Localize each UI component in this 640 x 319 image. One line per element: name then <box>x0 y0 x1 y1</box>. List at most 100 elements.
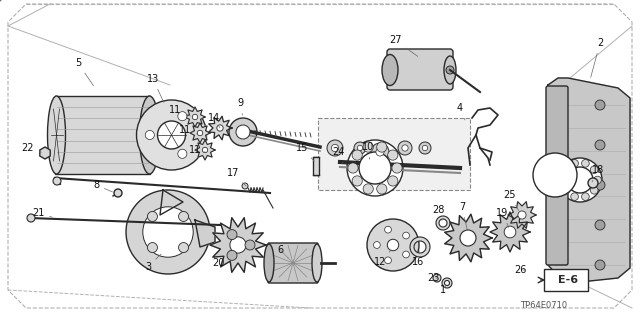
Circle shape <box>433 274 441 282</box>
Circle shape <box>460 230 476 246</box>
Circle shape <box>245 240 255 250</box>
Text: 5: 5 <box>75 58 93 86</box>
Circle shape <box>143 207 193 257</box>
Text: 12: 12 <box>374 250 391 267</box>
Ellipse shape <box>140 96 159 174</box>
Text: 22: 22 <box>22 143 42 153</box>
Circle shape <box>387 239 399 251</box>
Circle shape <box>571 160 579 167</box>
Circle shape <box>352 150 362 160</box>
Circle shape <box>332 145 339 152</box>
Text: 27: 27 <box>388 35 418 56</box>
Ellipse shape <box>312 244 322 282</box>
Circle shape <box>178 149 187 158</box>
Circle shape <box>571 193 579 200</box>
Text: 28: 28 <box>432 205 444 220</box>
Circle shape <box>347 140 403 196</box>
Circle shape <box>145 130 154 139</box>
Circle shape <box>227 250 237 260</box>
Circle shape <box>229 118 257 146</box>
Text: 16: 16 <box>412 251 424 267</box>
Circle shape <box>559 176 566 184</box>
Text: 13: 13 <box>147 74 164 102</box>
Ellipse shape <box>264 244 274 282</box>
Circle shape <box>533 153 577 197</box>
Circle shape <box>377 184 387 194</box>
Circle shape <box>354 142 366 154</box>
Text: E-6: E-6 <box>558 275 578 285</box>
Text: 20: 20 <box>212 250 230 268</box>
Text: 1: 1 <box>440 285 446 295</box>
Polygon shape <box>209 116 232 140</box>
FancyBboxPatch shape <box>546 86 568 265</box>
Text: 11: 11 <box>189 145 205 155</box>
Circle shape <box>590 166 598 174</box>
Circle shape <box>376 148 384 156</box>
Bar <box>313 157 319 175</box>
Text: 25: 25 <box>504 190 518 211</box>
Ellipse shape <box>444 56 456 84</box>
Circle shape <box>357 145 363 151</box>
Text: 9: 9 <box>237 98 243 115</box>
Text: 18: 18 <box>592 165 604 182</box>
Circle shape <box>327 140 343 156</box>
Circle shape <box>595 100 605 110</box>
Circle shape <box>422 145 428 151</box>
Circle shape <box>202 147 208 153</box>
Text: 11: 11 <box>169 105 191 116</box>
Circle shape <box>147 211 157 221</box>
Ellipse shape <box>47 96 65 174</box>
Polygon shape <box>185 107 205 127</box>
Polygon shape <box>210 218 266 272</box>
Circle shape <box>558 158 602 202</box>
Circle shape <box>385 226 392 233</box>
Text: 24: 24 <box>332 147 344 163</box>
Circle shape <box>217 125 223 131</box>
Text: 14: 14 <box>208 113 220 128</box>
Circle shape <box>388 150 398 160</box>
Circle shape <box>230 237 246 253</box>
Bar <box>318 118 470 190</box>
Circle shape <box>164 127 179 143</box>
Circle shape <box>371 143 389 161</box>
Ellipse shape <box>382 55 398 85</box>
Circle shape <box>363 184 373 194</box>
Circle shape <box>562 187 570 194</box>
Polygon shape <box>508 202 536 228</box>
Circle shape <box>398 141 412 155</box>
Text: 19: 19 <box>496 208 509 227</box>
Polygon shape <box>160 190 183 215</box>
Circle shape <box>562 166 570 174</box>
Circle shape <box>518 211 526 219</box>
Polygon shape <box>195 220 215 247</box>
Circle shape <box>402 145 408 151</box>
Circle shape <box>388 176 398 186</box>
Circle shape <box>419 142 431 154</box>
Circle shape <box>352 176 362 186</box>
Text: 8: 8 <box>93 180 113 192</box>
Circle shape <box>595 220 605 230</box>
Circle shape <box>377 142 387 152</box>
Text: 21: 21 <box>32 208 52 218</box>
Text: 15: 15 <box>296 143 314 161</box>
Text: 4: 4 <box>457 103 465 120</box>
FancyBboxPatch shape <box>387 49 453 90</box>
Text: TP64E0710: TP64E0710 <box>520 300 567 309</box>
Circle shape <box>595 140 605 150</box>
Circle shape <box>374 241 380 249</box>
Circle shape <box>157 121 186 149</box>
Text: 23: 23 <box>427 273 439 283</box>
Text: 3: 3 <box>145 254 161 272</box>
Circle shape <box>53 177 61 185</box>
Circle shape <box>582 193 589 200</box>
Polygon shape <box>548 78 630 282</box>
Polygon shape <box>195 140 215 160</box>
Circle shape <box>27 214 35 222</box>
Polygon shape <box>445 214 492 262</box>
Text: 10: 10 <box>362 142 374 159</box>
Polygon shape <box>190 123 210 143</box>
Circle shape <box>590 187 598 194</box>
Circle shape <box>595 260 605 270</box>
FancyBboxPatch shape <box>544 269 588 291</box>
Circle shape <box>403 232 410 239</box>
